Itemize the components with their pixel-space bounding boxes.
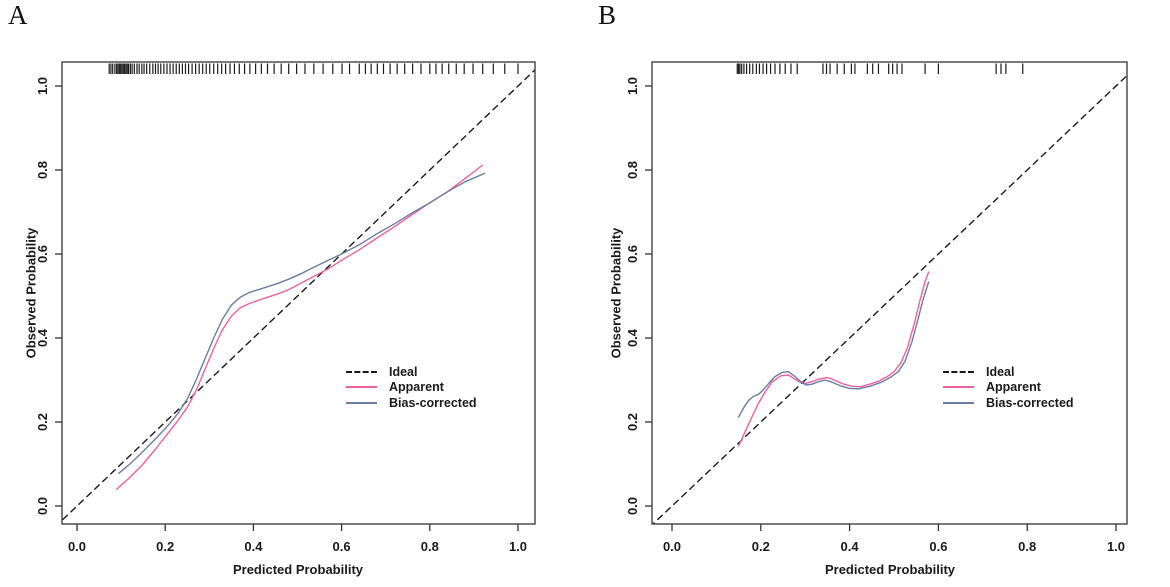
bias-corrected-line-sample [346,401,377,404]
legend-label-bias-corrected: Bias-corrected [389,395,477,410]
legend-row-ideal: Ideal [346,364,477,380]
x-tick-label: 0.0 [68,539,86,554]
plot-box [651,61,1128,525]
panel-a-legend: Ideal Apparent Bias-corrected [346,364,477,411]
legend-label-bias-corrected: Bias-corrected [986,395,1074,410]
panel-a-y-axis-title: Observed Probability [23,227,39,359]
legend-row-bias-corrected: Bias-corrected [346,395,477,411]
x-tick-label: 0.6 [333,539,351,554]
apparent-line-sample [943,386,974,389]
panel-b-x-axis-title: Predicted Probability [824,562,956,577]
panel-b-y-axis-title: Observed Probability [608,227,624,359]
series-apparent [737,271,930,447]
rug-plot [108,63,519,74]
legend-label-ideal: Ideal [389,364,418,379]
legend-label-apparent: Apparent [986,380,1041,395]
x-axis: 0.0 0.2 0.4 0.6 0.8 1.0 [68,524,527,554]
legend-label-apparent: Apparent [389,380,444,395]
x-tick-label: 0.0 [663,539,681,554]
legend-row-apparent: Apparent [943,380,1074,396]
rug-plot [736,63,1024,74]
series-ideal [62,68,535,522]
panel-b-plot: 0.0 0.2 0.4 0.6 0.8 1.0 0.0 0.2 0.4 0.6 0.8 1.0 [625,61,1128,554]
x-tick-label: 1.0 [1107,539,1125,554]
panel-b-label: B [598,0,617,30]
panel-a-plot: 0.0 0.2 0.4 0.6 0.8 1.0 0.0 0.2 0.4 0.6 0.8 1.0 [35,61,536,554]
legend-row-bias-corrected: Bias-corrected [943,395,1074,411]
x-tick-label: 1.0 [509,539,527,554]
y-axis: 0.0 0.2 0.4 0.6 0.8 1.0 [35,77,62,515]
series-ideal [652,74,1127,524]
legend-label-ideal: Ideal [986,364,1015,379]
y-tick-label: 0.6 [625,245,640,263]
panel-a-x-axis-title: Predicted Probability [232,562,364,577]
bias-corrected-line-sample [943,401,974,404]
series-group [652,74,1127,524]
y-tick-label: 0.8 [35,161,50,179]
x-tick-label: 0.2 [752,539,770,554]
y-tick-label: 1.0 [625,77,640,95]
panel-b: B 0.0 0.2 0.4 0.6 0.8 1.0 0.0 0.2 0.4 0.6 0.8 1.0 P… [585,0,1170,587]
panel-a-label: A [8,0,28,30]
x-tick-label: 0.6 [929,539,947,554]
x-tick-label: 0.8 [421,539,439,554]
series-bias-corrected [118,172,486,474]
y-tick-label: 0.6 [35,245,50,263]
x-tick-label: 0.4 [841,539,860,554]
legend-row-ideal: Ideal [943,364,1074,380]
x-tick-label: 0.4 [244,539,263,554]
y-tick-label: 0.2 [625,413,640,431]
x-tick-label: 0.8 [1018,539,1036,554]
apparent-line-sample [346,386,377,389]
x-axis: 0.0 0.2 0.4 0.6 0.8 1.0 [663,524,1125,554]
y-tick-label: 0.0 [35,497,50,515]
y-tick-label: 0.0 [625,497,640,515]
x-tick-label: 0.2 [156,539,174,554]
series-apparent [115,164,484,490]
ideal-line-sample [346,370,377,373]
y-tick-label: 0.4 [625,328,640,347]
series-bias-corrected [737,281,930,418]
y-tick-label: 0.2 [35,413,50,431]
series-group [62,68,535,522]
y-tick-label: 0.8 [625,161,640,179]
y-axis: 0.0 0.2 0.4 0.6 0.8 1.0 [625,77,652,515]
y-tick-label: 0.4 [35,328,50,347]
legend-row-apparent: Apparent [346,380,477,396]
y-tick-label: 1.0 [35,77,50,95]
ideal-line-sample [943,370,974,373]
panel-b-legend: Ideal Apparent Bias-corrected [943,364,1074,411]
plot-box [61,61,536,525]
panel-a: A 0.0 0.2 0.4 0.6 0.8 1.0 0.0 0.2 0.4 0.6 0.8 1.0 P… [8,0,536,577]
